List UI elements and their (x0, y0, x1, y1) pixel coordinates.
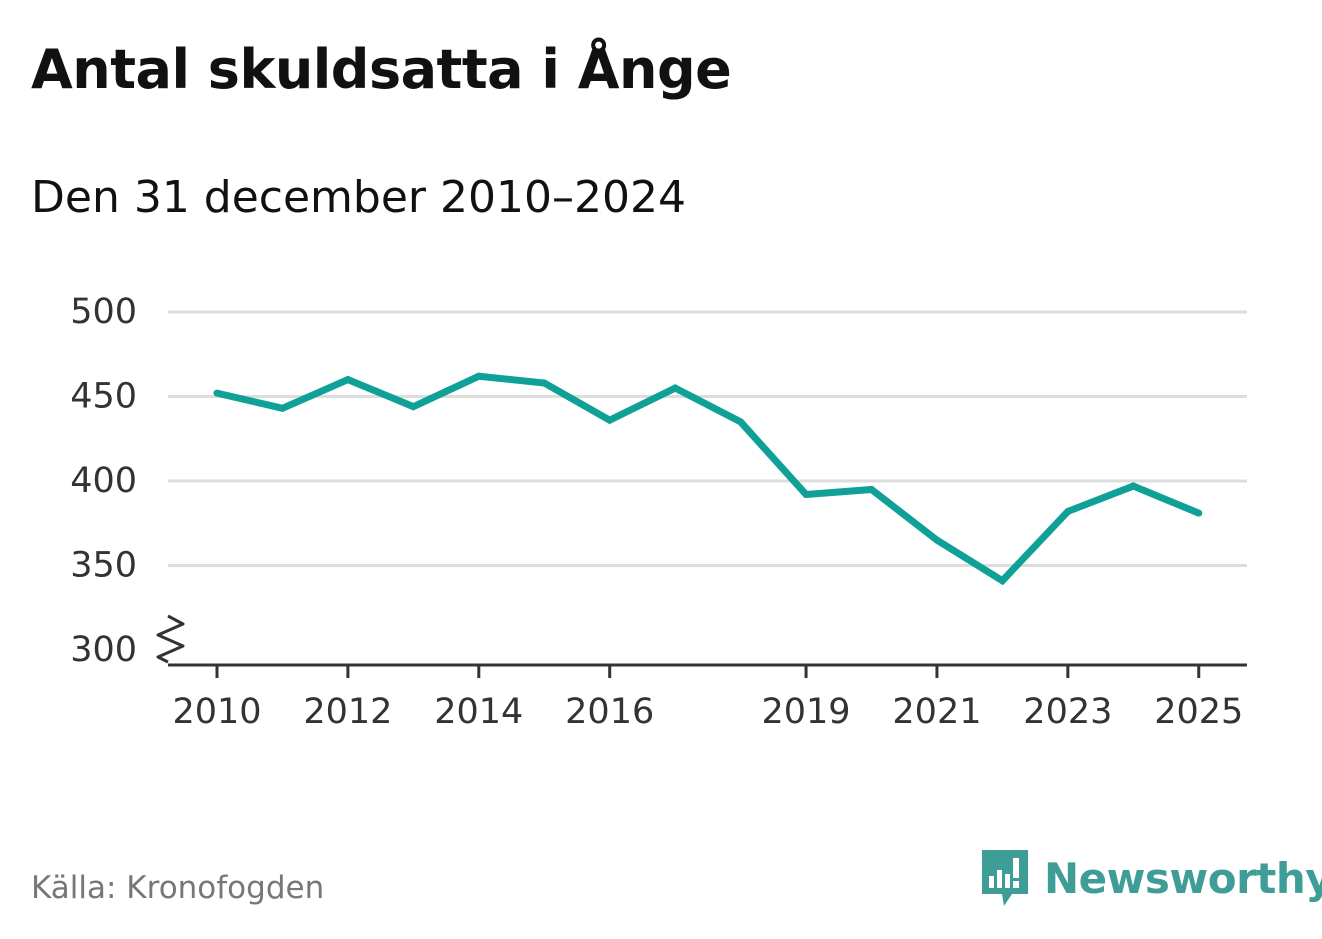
data-point (737, 418, 745, 426)
x-tick-label: 2016 (565, 692, 654, 732)
brand-name: Newsworthy (1044, 853, 1322, 903)
data-point (868, 485, 875, 493)
data-point (1064, 507, 1072, 515)
data-point (344, 376, 352, 384)
y-tick-label: 350 (70, 546, 137, 586)
data-point (213, 389, 221, 397)
chart-subtitle: Den 31 december 2010–2024 (31, 172, 686, 223)
data-point (671, 384, 679, 392)
series-line (216, 372, 1201, 586)
axis-break-icon (156, 614, 185, 664)
data-point (409, 403, 417, 411)
newsworthy-logo: Newsworthy (980, 848, 1322, 908)
x-tick-label: 2023 (1023, 692, 1112, 732)
x-tick-label: 2019 (762, 692, 851, 732)
data-series (213, 372, 1203, 586)
y-tick-label: 500 (70, 292, 137, 332)
data-point (933, 536, 941, 544)
gridlines (168, 310, 1247, 567)
chart-title: Antal skuldsatta i Ånge (31, 38, 732, 101)
x-tick-label: 2021 (892, 692, 981, 732)
y-tick-label: 400 (70, 461, 137, 501)
data-point (1195, 509, 1203, 517)
x-tick-label: 2012 (303, 692, 392, 732)
x-axis (156, 614, 1247, 678)
y-axis-tick-labels: 300 350 400 450 500 (70, 292, 137, 670)
data-point (475, 372, 483, 380)
x-tick-label: 2010 (172, 692, 261, 732)
data-point (802, 491, 810, 499)
data-point (278, 404, 286, 412)
data-point (606, 416, 614, 424)
y-tick-label: 450 (70, 377, 137, 417)
data-point (998, 577, 1006, 585)
newsworthy-logo-icon (982, 850, 1028, 906)
data-point (1129, 482, 1137, 490)
source-note: Källa: Kronofogden (31, 870, 325, 906)
data-point (540, 379, 548, 387)
y-tick-label: 300 (70, 630, 137, 670)
x-tick-label: 2014 (434, 692, 523, 732)
x-tick-label: 2025 (1154, 692, 1243, 732)
x-axis-tick-labels: 2010 2012 2014 2016 2019 2021 2023 2025 (172, 692, 1243, 732)
